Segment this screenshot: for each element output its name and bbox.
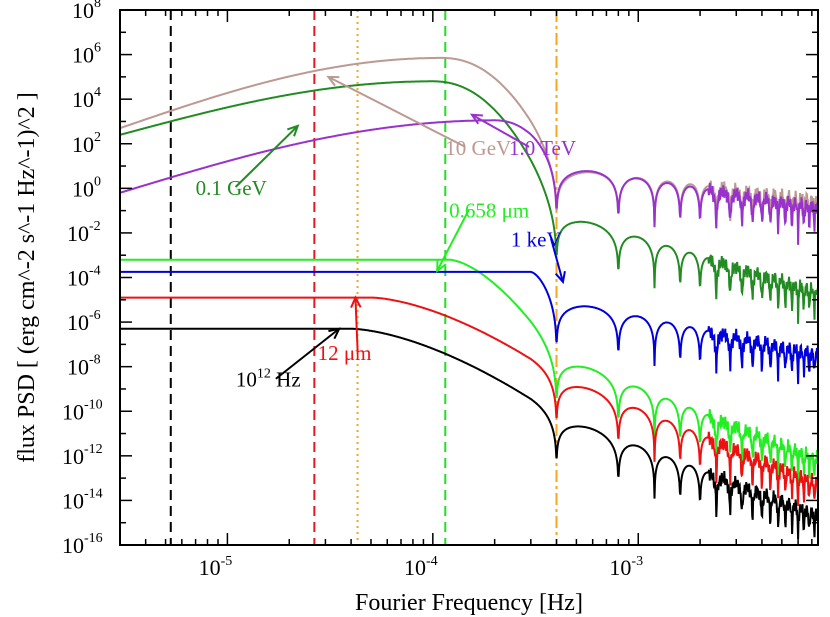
label-arrow-line-2 (234, 125, 299, 188)
label-arrow-line-5 (354, 297, 359, 353)
label-arrow-line-1 (471, 113, 530, 148)
label-arrow-line-4 (549, 238, 564, 283)
x-tick-label-2: 10-3 (609, 554, 643, 580)
series-label-group-3: 0.658 μm (436, 198, 529, 273)
series-label-0: 10 GeV (445, 136, 511, 160)
series-label-group-1: 1.0 TeV (469, 113, 576, 160)
series-label-3: 0.658 μm (449, 198, 529, 222)
series-label-5: 12 μm (318, 341, 372, 365)
x-axis-title: Fourier Frequency [Hz] (355, 590, 583, 616)
label-arrow-head-2 (287, 124, 300, 137)
y-tick-label-5: 10-2 (67, 219, 101, 246)
series-line-2 (120, 119, 818, 245)
vertical-marker-lines (169, 10, 558, 545)
series-label-group-0: 10 GeV (326, 75, 511, 160)
series-label-group-4: 1 keV (511, 227, 566, 285)
label-arrow-head-5 (350, 295, 362, 309)
series-line-6 (120, 327, 818, 540)
label-arrow-line-6 (275, 327, 340, 380)
axis-ticks (119, 9, 818, 546)
y-tick-labels: 108 106 104 102 100 10-2 10-4 10-6 10-8 10-10 10-1… (62, 0, 103, 558)
y-tick-label-6: 10-4 (67, 264, 101, 291)
series-line-3 (120, 258, 818, 491)
y-axis-title: flux PSD [ (erg cm^-2 s^-1 Hz^-1)^2 ] (14, 92, 40, 463)
x-tick-labels: 10-5 10-4 10-3 (199, 554, 644, 580)
series-label-group-2: 0.1 GeV (196, 124, 300, 200)
label-arrow-line-0 (327, 75, 466, 148)
label-arrow-head-4 (554, 270, 566, 285)
series-label-2: 0.1 GeV (196, 176, 267, 200)
series-line-1 (120, 80, 818, 324)
y-tick-label-4: 100 (72, 174, 101, 201)
series-label-group-6: 1012 Hz (236, 327, 341, 392)
label-arrow-head-0 (326, 75, 340, 87)
y-tick-label-8: 10-8 (67, 353, 101, 380)
label-arrow-line-3 (436, 208, 470, 272)
series-label-group-5: 12 μm (318, 295, 372, 365)
y-tick-label-12: 10-16 (62, 531, 103, 558)
y-tick-label-1: 106 (72, 41, 101, 68)
label-arrow-head-6 (328, 327, 341, 340)
label-arrow-head-3 (436, 259, 447, 273)
y-tick-label-3: 102 (72, 130, 101, 157)
label-arrow-head-1 (469, 113, 483, 125)
x-tick-label-1: 10-4 (404, 554, 438, 580)
y-tick-label-0: 108 (72, 0, 101, 23)
y-tick-label-10: 10-12 (62, 442, 103, 469)
series-line-4 (120, 270, 818, 385)
series-layer (120, 56, 818, 540)
y-tick-label-2: 104 (72, 85, 101, 112)
series-label-1: 1.0 TeV (509, 136, 576, 160)
series-label-6: 1012 Hz (236, 367, 301, 392)
y-tick-label-9: 10-10 (62, 397, 103, 424)
y-tick-label-11: 10-14 (62, 486, 103, 513)
y-tick-label-7: 10-6 (67, 308, 101, 335)
x-tick-label-0: 10-5 (199, 554, 233, 580)
series-label-4: 1 keV (511, 227, 562, 251)
series-line-5 (120, 296, 818, 507)
